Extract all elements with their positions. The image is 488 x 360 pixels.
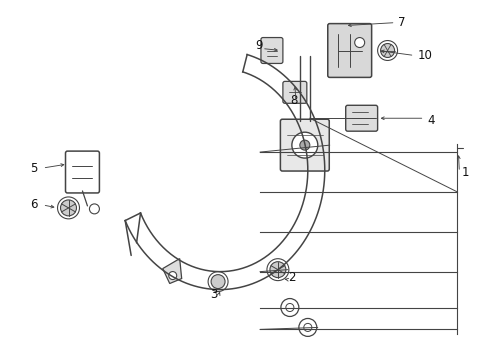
FancyBboxPatch shape xyxy=(261,37,283,63)
Circle shape xyxy=(211,275,224,289)
Circle shape xyxy=(377,41,397,60)
Circle shape xyxy=(354,37,364,48)
Text: 5: 5 xyxy=(31,162,38,175)
Circle shape xyxy=(269,262,285,278)
Polygon shape xyxy=(163,258,182,284)
Circle shape xyxy=(208,272,227,292)
Text: 4: 4 xyxy=(427,114,434,127)
Circle shape xyxy=(61,200,76,216)
Circle shape xyxy=(58,197,80,219)
FancyBboxPatch shape xyxy=(280,119,328,171)
Circle shape xyxy=(285,303,293,311)
Circle shape xyxy=(266,259,288,280)
Circle shape xyxy=(298,319,316,336)
Text: 8: 8 xyxy=(289,94,297,107)
Text: 9: 9 xyxy=(254,39,262,52)
Circle shape xyxy=(168,271,176,279)
Circle shape xyxy=(303,323,311,332)
Circle shape xyxy=(291,132,317,158)
FancyBboxPatch shape xyxy=(65,151,99,193)
Text: 7: 7 xyxy=(397,16,404,29)
FancyBboxPatch shape xyxy=(345,105,377,131)
Text: 2: 2 xyxy=(287,271,295,284)
Circle shape xyxy=(89,204,99,214)
Circle shape xyxy=(280,298,298,316)
Circle shape xyxy=(299,140,309,150)
Text: 6: 6 xyxy=(31,198,38,211)
Text: 3: 3 xyxy=(210,288,217,301)
FancyBboxPatch shape xyxy=(327,24,371,77)
Circle shape xyxy=(380,44,394,58)
FancyBboxPatch shape xyxy=(283,81,306,103)
Text: 10: 10 xyxy=(417,49,431,62)
Text: 1: 1 xyxy=(461,166,468,179)
